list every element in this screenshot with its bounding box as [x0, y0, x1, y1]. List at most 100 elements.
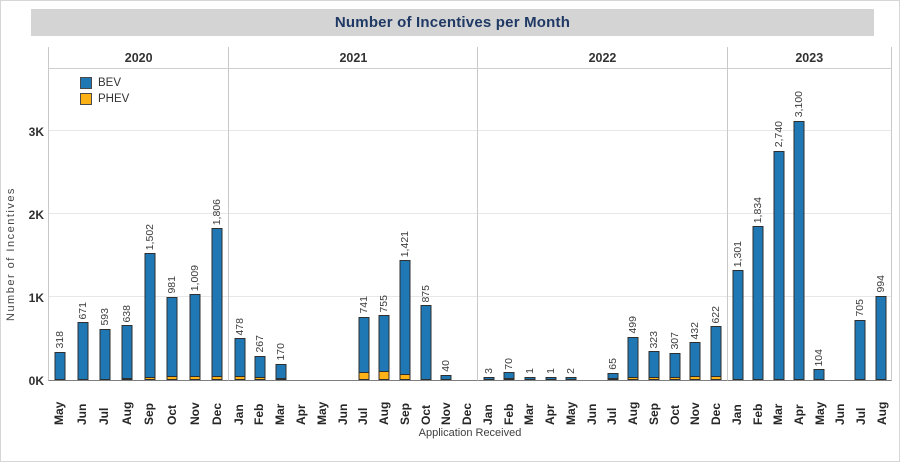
- phev-segment[interactable]: [670, 376, 680, 379]
- bar-2023-feb[interactable]: [752, 225, 764, 380]
- bar-2021-sep[interactable]: [399, 260, 411, 380]
- phev-segment[interactable]: [212, 375, 222, 379]
- bar-2020-may[interactable]: [54, 351, 66, 380]
- bev-segment[interactable]: [628, 337, 638, 377]
- phev-segment[interactable]: [167, 376, 177, 379]
- phev-segment[interactable]: [608, 377, 618, 379]
- bar-2022-may[interactable]: [565, 376, 577, 380]
- bar-2020-dec[interactable]: [211, 228, 223, 380]
- phev-segment[interactable]: [649, 376, 659, 379]
- bev-segment[interactable]: [359, 317, 369, 373]
- bar-2022-oct[interactable]: [669, 352, 681, 380]
- bev-segment[interactable]: [379, 316, 389, 372]
- bev-segment[interactable]: [78, 323, 88, 379]
- bar-2020-jun[interactable]: [77, 322, 89, 380]
- month-slot: Mar: [270, 381, 291, 425]
- bar-2021-feb[interactable]: [254, 355, 266, 380]
- phev-segment[interactable]: [122, 377, 132, 379]
- month-label: Aug: [119, 401, 134, 425]
- bar-2021-jan[interactable]: [234, 338, 246, 380]
- bar-2022-apr[interactable]: [545, 376, 557, 380]
- bar-2022-dec[interactable]: [710, 326, 722, 380]
- phev-segment[interactable]: [145, 376, 155, 379]
- bar-2020-oct[interactable]: [166, 296, 178, 380]
- phev-segment[interactable]: [276, 377, 286, 379]
- bar-2020-jul[interactable]: [99, 328, 111, 380]
- bar-2022-nov[interactable]: [689, 342, 701, 380]
- bev-segment[interactable]: [546, 377, 556, 379]
- phev-segment[interactable]: [190, 376, 200, 379]
- bev-segment[interactable]: [794, 121, 804, 379]
- bev-segment[interactable]: [276, 364, 286, 378]
- bev-segment[interactable]: [441, 375, 451, 379]
- bar-2023-mar[interactable]: [773, 150, 785, 380]
- bar-2021-jul[interactable]: [358, 316, 370, 380]
- bev-segment[interactable]: [421, 306, 431, 379]
- bev-segment[interactable]: [690, 343, 700, 377]
- bar-2022-sep[interactable]: [648, 351, 660, 380]
- bev-segment[interactable]: [814, 370, 824, 379]
- bev-segment[interactable]: [190, 295, 200, 377]
- bev-segment[interactable]: [212, 229, 222, 376]
- phev-segment[interactable]: [235, 376, 245, 379]
- bar-2022-aug[interactable]: [627, 336, 639, 380]
- bev-segment[interactable]: [400, 261, 410, 375]
- bev-segment[interactable]: [753, 226, 763, 379]
- bar-2021-aug[interactable]: [378, 315, 390, 380]
- bar-2020-nov[interactable]: [189, 294, 201, 380]
- bev-segment[interactable]: [774, 151, 784, 379]
- bar-2023-jan[interactable]: [732, 270, 744, 380]
- bar-2020-aug[interactable]: [121, 325, 133, 380]
- phev-segment[interactable]: [400, 374, 410, 379]
- bev-segment[interactable]: [733, 271, 743, 379]
- bar-slot: 1,806: [206, 69, 228, 380]
- bev-segment[interactable]: [145, 254, 155, 377]
- bar-2022-feb[interactable]: [503, 372, 515, 380]
- bar-2021-mar[interactable]: [275, 363, 287, 380]
- phev-segment[interactable]: [504, 377, 514, 379]
- phev-segment[interactable]: [628, 376, 638, 379]
- bev-segment[interactable]: [711, 327, 721, 376]
- bar-2022-jul[interactable]: [607, 372, 619, 380]
- legend-label-bev: BEV: [98, 77, 122, 89]
- bev-segment[interactable]: [855, 320, 865, 379]
- chart-title: Number of Incentives per Month: [334, 14, 571, 31]
- bar-slot: 1,834: [748, 69, 768, 380]
- bar-2022-mar[interactable]: [524, 376, 536, 380]
- bar-slot: 267: [250, 69, 271, 380]
- bar-2022-jan[interactable]: [483, 376, 495, 380]
- phev-segment[interactable]: [359, 372, 369, 379]
- bev-segment[interactable]: [649, 352, 659, 377]
- bar-2023-apr[interactable]: [793, 120, 805, 380]
- bar-2021-oct[interactable]: [420, 305, 432, 380]
- bev-segment[interactable]: [566, 377, 576, 379]
- legend-item-bev[interactable]: BEV: [80, 77, 129, 89]
- bev-segment[interactable]: [55, 352, 65, 379]
- gridline: [478, 296, 727, 297]
- bar-2021-nov[interactable]: [440, 374, 452, 380]
- bev-segment[interactable]: [504, 373, 514, 378]
- bev-segment[interactable]: [100, 329, 110, 379]
- bar-2020-sep[interactable]: [144, 253, 156, 380]
- bar-2023-jul[interactable]: [854, 319, 866, 380]
- bar-slot: 318: [49, 69, 71, 380]
- y-tick-label: 0K: [28, 374, 44, 388]
- bev-segment[interactable]: [235, 339, 245, 377]
- bev-segment[interactable]: [484, 377, 494, 379]
- bev-segment[interactable]: [167, 297, 177, 377]
- bev-segment[interactable]: [608, 373, 618, 378]
- bev-segment[interactable]: [255, 356, 265, 378]
- bev-segment[interactable]: [525, 377, 535, 379]
- bev-segment[interactable]: [876, 296, 886, 379]
- bev-segment[interactable]: [122, 326, 132, 378]
- legend-item-phev[interactable]: PHEV: [80, 93, 129, 105]
- phev-segment[interactable]: [379, 371, 389, 379]
- month-label: Mar: [771, 403, 786, 425]
- phev-segment[interactable]: [690, 376, 700, 379]
- bar-2023-aug[interactable]: [875, 295, 887, 380]
- bev-segment[interactable]: [670, 353, 680, 377]
- phev-segment[interactable]: [711, 375, 721, 379]
- bar-2023-may[interactable]: [813, 369, 825, 380]
- phev-segment[interactable]: [255, 377, 265, 379]
- bar-slot: 593: [94, 69, 116, 380]
